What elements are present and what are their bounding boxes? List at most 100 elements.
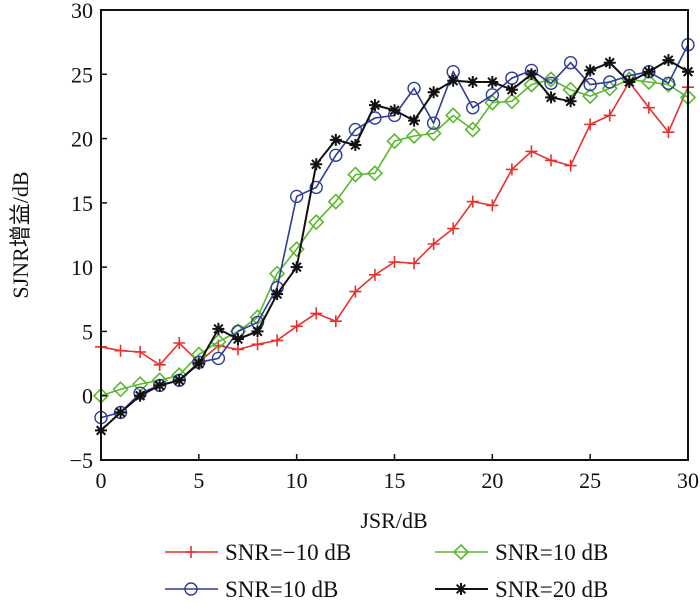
data-point: [503, 93, 521, 110]
y-tick-label: 25: [71, 62, 93, 87]
data-point: [484, 94, 501, 111]
x-tick-label: 30: [677, 468, 699, 493]
x-tick-label: 25: [579, 468, 601, 493]
y-axis: −5 0 5 10 15 20 25 30: [70, 0, 107, 473]
data-point: [464, 121, 481, 138]
series-line: [100, 44, 689, 419]
data-point: [505, 83, 518, 96]
data-point: [173, 374, 186, 387]
data-point: [388, 256, 401, 268]
data-point: [329, 133, 342, 146]
data-point: [290, 320, 303, 333]
y-tick-label: −5: [70, 448, 93, 473]
data-point: [368, 268, 381, 281]
data-point: [542, 71, 560, 88]
legend-item: SNR=20 dB: [435, 577, 608, 602]
data-point: [427, 238, 440, 250]
data-point: [173, 337, 186, 349]
series-3: [95, 54, 694, 437]
data-point: [485, 88, 500, 102]
data-point: [310, 307, 323, 320]
data-point: [525, 68, 538, 81]
data-point: [308, 214, 325, 231]
data-point: [447, 222, 460, 235]
data-point: [289, 189, 304, 204]
data-point: [640, 73, 657, 91]
legend-label: SNR=10 dB: [225, 577, 338, 602]
data-point: [563, 56, 578, 70]
data-point: [523, 76, 540, 93]
data-point: [505, 163, 518, 176]
data-point: [114, 344, 127, 357]
legend-marker-icon: [455, 583, 467, 595]
data-point: [603, 56, 616, 69]
data-point: [329, 148, 343, 162]
data-point: [486, 76, 499, 88]
x-tick-label: 15: [384, 468, 406, 493]
data-point: [564, 159, 577, 172]
y-tick-label: 5: [82, 319, 93, 344]
data-point: [466, 76, 479, 88]
data-point: [564, 95, 577, 108]
data-point: [405, 127, 423, 145]
data-point: [231, 333, 244, 346]
data-point: [210, 333, 227, 350]
x-tick-label: 20: [481, 468, 503, 493]
data-point: [582, 88, 599, 105]
data-point: [603, 75, 617, 89]
data-point: [426, 116, 441, 130]
y-tick-label: 15: [71, 191, 93, 216]
data-point: [660, 76, 677, 93]
legend: SNR=−10 dB SNR=10 dB SNR=10 dB SNR=20 dB: [165, 540, 608, 602]
y-tick-label: 10: [71, 255, 93, 280]
data-point: [192, 357, 205, 370]
data-point: [366, 165, 384, 182]
data-point: [662, 54, 675, 67]
data-point: [134, 389, 147, 402]
data-point: [584, 118, 597, 131]
data-point: [153, 358, 166, 371]
data-point: [251, 325, 264, 338]
legend-marker-icon: [452, 543, 470, 561]
legend-label: SNR=−10 dB: [225, 540, 351, 565]
x-tick-label: 10: [286, 468, 308, 493]
data-point: [603, 109, 616, 122]
legend-item: SNR=10 dB: [165, 577, 338, 602]
data-point: [425, 125, 442, 142]
data-point: [290, 261, 303, 274]
data-point: [310, 158, 323, 171]
data-point: [327, 193, 344, 210]
data-point: [661, 76, 676, 90]
data-point: [114, 406, 127, 419]
data-point: [112, 381, 129, 398]
data-point: [349, 285, 362, 298]
x-tick-label: 0: [96, 468, 107, 493]
data-point: [545, 154, 558, 167]
data-point: [212, 322, 225, 335]
data-point: [583, 77, 597, 92]
legend-label: SNR=10 dB: [495, 540, 608, 565]
series-line: [100, 78, 689, 397]
data-point: [329, 315, 342, 328]
legend-marker-icon: [185, 546, 197, 558]
data-point: [584, 64, 597, 77]
data-point: [662, 126, 675, 139]
data-point: [347, 166, 364, 183]
data-point: [268, 265, 286, 282]
data-point: [271, 288, 284, 301]
data-point: [388, 104, 401, 117]
data-point: [251, 338, 264, 351]
data-point: [466, 101, 480, 115]
data-point: [447, 74, 460, 87]
data-point: [408, 114, 421, 127]
data-point: [348, 122, 363, 137]
data-point: [386, 133, 403, 150]
x-tick-label: 5: [193, 468, 204, 493]
data-point: [642, 65, 655, 78]
legend-marker-icon: [184, 582, 198, 596]
data-point: [211, 351, 226, 366]
data-point: [271, 334, 284, 347]
data-point: [544, 76, 558, 90]
x-axis-label: JSR/dB: [360, 508, 427, 533]
